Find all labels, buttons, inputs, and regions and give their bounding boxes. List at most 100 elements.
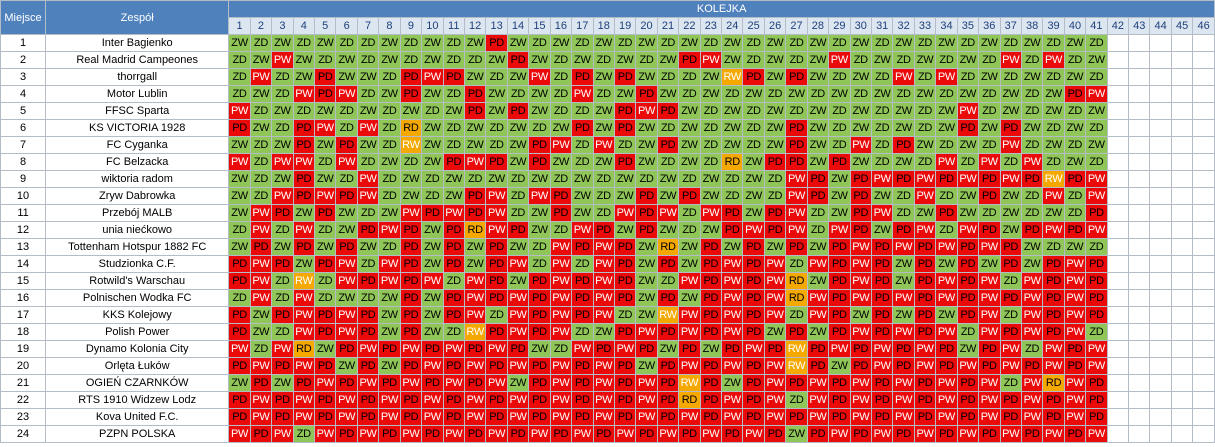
result-cell: PD <box>935 425 958 443</box>
result-cell: ZD <box>742 119 765 137</box>
result-cell: ZD <box>1042 68 1065 86</box>
table-row: 8 FC Belzacka PW ZD PW PW ZD PW ZD ZW ZD ZW PD PW PD ZW… <box>0 153 1215 171</box>
result-cell: ZW <box>806 136 830 154</box>
result-cell: PD <box>828 238 851 256</box>
result-cell: ZW <box>506 68 530 86</box>
result-cell: PD <box>506 51 530 69</box>
result-cell: ZW <box>678 136 701 154</box>
result-cell: ZD <box>378 136 401 154</box>
result-cell: ZW <box>378 306 401 324</box>
result-cell: ZD <box>1085 34 1108 52</box>
result-cell: PW <box>506 323 530 341</box>
result-cell: ZW <box>635 306 658 324</box>
round-number: 41 <box>1085 17 1108 35</box>
result-cell: ZW <box>892 153 915 171</box>
result-cell: PD <box>913 255 937 273</box>
position-cell: 13 <box>0 238 47 256</box>
result-cell: ZW <box>463 34 487 52</box>
result-cell: ZD <box>635 51 658 69</box>
result-cell: PD <box>635 187 658 205</box>
result-cell: PW <box>485 221 508 239</box>
result-cell: PD <box>1085 374 1108 392</box>
result-cell: PW <box>228 102 251 120</box>
result-cell: ZD <box>913 68 937 86</box>
result-cell: ZW <box>956 340 980 358</box>
result-cell: ZW <box>613 187 637 205</box>
result-cell: PW <box>528 68 551 86</box>
result-cell: PW <box>592 306 615 324</box>
result-cell: PW <box>571 425 594 443</box>
result-cell: PD <box>999 255 1022 273</box>
empty-result-cell <box>1170 340 1194 358</box>
position-cell: 19 <box>0 340 47 358</box>
result-cell: PD <box>978 187 1001 205</box>
round-number: 28 <box>806 17 830 35</box>
result-cell: PW <box>271 340 294 358</box>
result-cell: ZD <box>421 102 444 120</box>
result-cell: PW <box>378 255 401 273</box>
result-cell: PW <box>463 289 487 307</box>
result-cell: PD <box>828 374 851 392</box>
result-cell: ZD <box>442 136 465 154</box>
result-cell: PD <box>956 306 980 324</box>
result-cell: ZD <box>742 136 765 154</box>
result-cell: ZW <box>785 85 808 103</box>
result-cell: PW <box>292 306 316 324</box>
result-cell: PW <box>528 425 551 443</box>
result-cell: ZW <box>292 68 316 86</box>
round-number: 24 <box>721 17 744 35</box>
result-cell: ZD <box>913 102 937 120</box>
result-cell: PD <box>678 187 701 205</box>
result-cell: ZW <box>806 153 830 171</box>
result-cell: ZD <box>978 85 1001 103</box>
result-cell: PD <box>292 238 316 256</box>
empty-result-cell <box>1149 306 1172 324</box>
empty-result-cell <box>1149 323 1172 341</box>
result-cell: PD <box>442 238 465 256</box>
result-cell: ZD <box>999 374 1022 392</box>
result-cell: ZW <box>956 136 980 154</box>
result-cell: PD <box>613 238 637 256</box>
position-cell: 9 <box>0 170 47 188</box>
result-cell: ZW <box>828 170 851 188</box>
result-cell: ZW <box>699 85 723 103</box>
result-cell: PW <box>356 119 380 137</box>
result-cell: ZW <box>678 255 701 273</box>
result-cell: PW <box>356 170 380 188</box>
result-cell: PD <box>699 238 723 256</box>
result-cell: ZD <box>314 272 337 290</box>
result-cell: PW <box>870 425 894 443</box>
empty-result-cell <box>1106 374 1130 392</box>
result-cell: ZW <box>314 340 337 358</box>
team-name-cell: Przebój MALB <box>45 204 230 222</box>
result-cell: ZW <box>699 170 723 188</box>
result-cell: ZD <box>463 51 487 69</box>
result-cell: PD <box>849 204 872 222</box>
result-cell: PW <box>378 408 401 426</box>
result-cell: PD <box>485 289 508 307</box>
result-cell: PD <box>785 238 808 256</box>
result-cell: PW <box>271 153 294 171</box>
position-cell: 7 <box>0 136 47 154</box>
result-cell: ZW <box>421 238 444 256</box>
result-cell: ZD <box>978 204 1001 222</box>
result-cell: ZD <box>571 323 594 341</box>
result-cell: PD <box>613 374 637 392</box>
empty-result-cell <box>1192 272 1215 290</box>
result-cell: ZW <box>870 85 894 103</box>
result-cell: PD <box>849 170 872 188</box>
result-cell: PW <box>892 323 915 341</box>
round-number: 27 <box>785 17 808 35</box>
result-cell: PW <box>721 357 744 375</box>
result-cell: PD <box>506 425 530 443</box>
result-cell: PD <box>292 187 316 205</box>
result-cell: PD <box>528 153 551 171</box>
result-cell: ZD <box>249 34 273 52</box>
result-cell: PD <box>678 425 701 443</box>
result-cell: ZW <box>571 187 594 205</box>
result-cell: ZD <box>228 51 251 69</box>
result-cell: PW <box>742 340 765 358</box>
result-cell: ZD <box>806 204 830 222</box>
result-cell: ZD <box>999 68 1022 86</box>
result-cell: PW <box>356 374 380 392</box>
